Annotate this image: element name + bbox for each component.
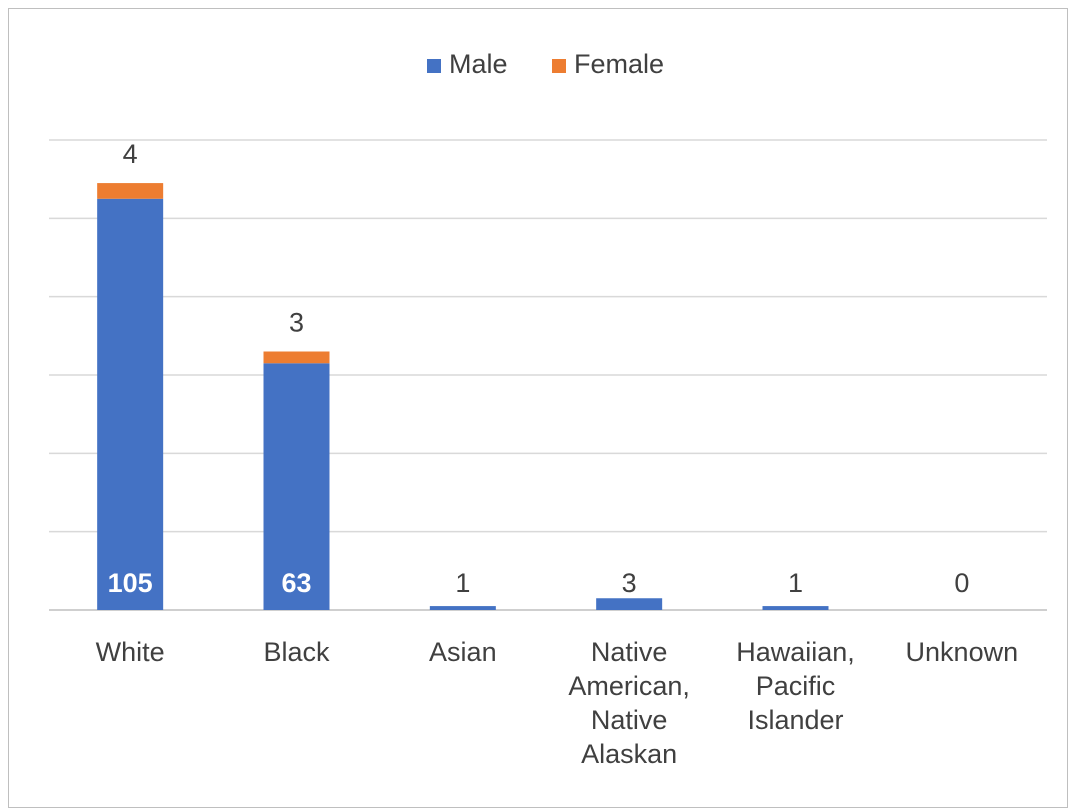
legend-swatch-male <box>427 59 441 73</box>
legend-label-male: Male <box>449 49 508 79</box>
data-label-female-0: 4 <box>123 139 138 169</box>
category-label-5: Unknown <box>906 637 1019 667</box>
category-label-1: Black <box>263 637 330 667</box>
data-labels: 105 4 63 3 1 3 1 0 <box>108 139 970 598</box>
gridlines <box>49 139 1047 611</box>
data-label-male-0: 105 <box>108 568 153 598</box>
bar-male-0 <box>97 198 164 610</box>
category-label-0: White <box>96 637 165 667</box>
legend-swatch-female <box>552 59 566 73</box>
data-label-male-3: 3 <box>622 568 637 598</box>
data-label-female-1: 3 <box>289 308 304 338</box>
bar-male-2 <box>429 606 496 610</box>
stacked-bar-chart: Male Female 105 4 63 3 1 3 1 0 White Black Asian N… <box>49 49 1047 769</box>
legend-label-female: Female <box>574 49 664 79</box>
category-labels: White Black Asian Native American, Native Alas… <box>96 637 1018 769</box>
chart-frame: Male Female 105 4 63 3 1 3 1 0 White Black Asian N… <box>8 8 1068 808</box>
data-label-male-5: 0 <box>954 568 969 598</box>
legend: Male Female <box>427 49 664 79</box>
bars <box>97 183 829 610</box>
data-label-male-2: 1 <box>455 568 470 598</box>
data-label-male-4: 1 <box>788 568 803 598</box>
category-label-3: Native American, Native Alaskan <box>568 637 690 769</box>
bar-male-4 <box>762 606 829 610</box>
bar-male-1 <box>263 363 330 610</box>
data-label-male-1: 63 <box>281 568 311 598</box>
bar-female-0 <box>97 183 164 199</box>
category-label-4: Hawaiian, Pacific Islander <box>736 637 855 735</box>
bar-female-1 <box>263 351 330 364</box>
category-label-2: Asian <box>429 637 497 667</box>
bar-male-3 <box>596 598 663 610</box>
